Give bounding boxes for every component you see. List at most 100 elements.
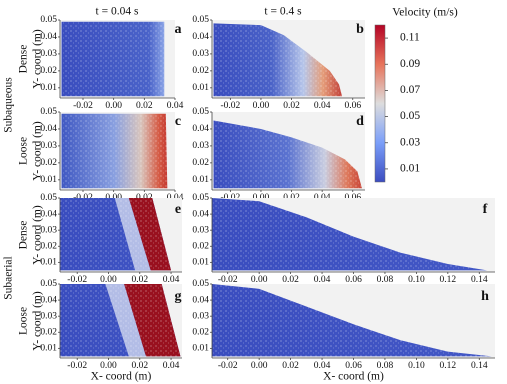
x-tick-label: -0.02	[218, 275, 238, 285]
y-tick-label: 0.01	[192, 258, 209, 268]
y-tick-label: 0.03	[40, 311, 57, 321]
row-label: Loose	[18, 307, 30, 335]
panel-letter: c	[175, 114, 181, 129]
x-tick-label: 0.10	[408, 275, 425, 285]
panel: -0.02 0.00 0.02 0.04 0.06 0.08 0.10 0.12 0.14 0.0…	[192, 193, 495, 285]
y-tick-label: 0.05	[192, 193, 209, 203]
x-tick-label: 0.04	[163, 275, 180, 285]
y-tick-label: 0.02	[40, 241, 57, 251]
panel: -0.020.000.020.040.060.010.020.030.040.0…	[192, 107, 365, 203]
x-tick-label: -0.02	[67, 361, 87, 371]
x-tick-label: -0.02	[220, 101, 240, 111]
x-tick-label: 0.06	[344, 101, 361, 111]
y-tick-label: 0.05	[40, 15, 57, 25]
y-tick-label: 0.03	[192, 225, 209, 235]
colorbar-tick-label: 0.03	[400, 136, 420, 148]
x-tick-label: 0.08	[377, 275, 394, 285]
x-axis-label: X- coord (m)	[323, 371, 384, 383]
x-tick-label: 0.02	[282, 275, 299, 285]
x-tick-label: 0.00	[251, 361, 268, 371]
y-tick-label: 0.05	[192, 107, 209, 117]
panel-letter: h	[481, 289, 489, 304]
y-tick-label: 0.01	[192, 175, 209, 185]
x-tick-label: 0.00	[251, 275, 268, 285]
row-label: Loose	[18, 137, 30, 165]
x-tick-label: 0.00	[105, 101, 122, 111]
colorbar-tick-label: 0.09	[400, 58, 420, 70]
particle-texture	[212, 198, 488, 271]
y-tick-label: 0.01	[40, 258, 57, 268]
y-tick-label: 0.04	[192, 32, 209, 42]
x-tick-label: 0.02	[283, 101, 300, 111]
x-tick-label: 0.04	[314, 361, 331, 371]
x-tick-label: -0.02	[218, 361, 238, 371]
x-tick-label: 0.12	[440, 361, 457, 371]
panel-letter: f	[483, 202, 488, 217]
panel: -0.020.000.020.040.010.020.030.040.05Y- …	[32, 107, 184, 203]
particle-texture	[60, 284, 181, 357]
y-tick-label: 0.03	[40, 225, 57, 235]
colorbar-tick-label: 0.07	[400, 84, 420, 96]
y-tick-label: 0.02	[40, 327, 57, 337]
y-tick-label: 0.03	[40, 49, 57, 59]
panel-letter: a	[175, 22, 182, 37]
y-tick-label: 0.02	[40, 66, 57, 76]
column-title: t = 0.04 s	[96, 6, 139, 18]
column-title: t = 0.4 s	[264, 6, 302, 18]
y-tick-label: 0.04	[192, 209, 209, 219]
y-tick-label: 0.04	[40, 32, 57, 42]
x-tick-label: -0.02	[73, 101, 93, 111]
panel-letter: b	[356, 22, 364, 37]
x-tick-label: 0.06	[345, 361, 362, 371]
x-tick-label: 0.14	[471, 275, 488, 285]
x-tick-label: 0.10	[408, 361, 425, 371]
y-axis-label: Y- coord (m)	[32, 205, 44, 265]
row-label: Dense	[18, 45, 30, 74]
x-tick-label: 0.04	[314, 275, 331, 285]
y-tick-label: 0.03	[192, 49, 209, 59]
particle-texture	[61, 21, 165, 97]
y-tick-label: 0.01	[40, 344, 57, 354]
y-tick-label: 0.01	[40, 83, 57, 93]
y-tick-label: 0.01	[40, 175, 57, 185]
panel: -0.02 0.00 0.02 0.04 0.06 0.08 0.10 0.12 0.14 0.0…	[192, 279, 495, 383]
x-tick-label: 0.02	[131, 275, 148, 285]
y-tick-label: 0.05	[40, 107, 57, 117]
y-tick-label: 0.05	[192, 15, 209, 25]
x-axis-label: X- coord (m)	[91, 371, 152, 383]
colorbar-title: Velocity (m/s)	[392, 7, 458, 19]
y-tick-label: 0.02	[192, 327, 209, 337]
x-tick-label: 0.00	[100, 275, 117, 285]
y-tick-label: 0.04	[40, 124, 57, 134]
y-tick-label: 0.02	[40, 158, 57, 168]
y-tick-label: 0.04	[192, 124, 209, 134]
y-tick-label: 0.02	[192, 158, 209, 168]
y-tick-label: 0.03	[40, 141, 57, 151]
y-tick-label: 0.02	[192, 241, 209, 251]
y-tick-label: 0.03	[192, 311, 209, 321]
colorbar	[374, 24, 386, 183]
x-tick-label: 0.02	[282, 361, 299, 371]
y-tick-label: 0.01	[192, 83, 209, 93]
panel-letter: e	[175, 202, 181, 217]
x-tick-label: 0.14	[471, 361, 488, 371]
y-tick-label: 0.05	[40, 279, 57, 289]
y-tick-label: 0.03	[192, 141, 209, 151]
y-axis-label: Y- coord (m)	[32, 291, 44, 351]
x-tick-label: -0.02	[67, 275, 87, 285]
y-tick-label: 0.04	[40, 209, 57, 219]
y-axis-label: Y- coord (m)	[32, 121, 44, 181]
colorbar-tick-label: 0.05	[400, 110, 420, 122]
x-tick-label: 0.12	[440, 275, 457, 285]
x-tick-label: 0.00	[100, 361, 117, 371]
y-tick-label: 0.01	[192, 344, 209, 354]
x-tick-label: 0.04	[314, 101, 331, 111]
colorbar-tick-label: 0.01	[400, 163, 420, 175]
x-tick-label: 0.02	[136, 101, 153, 111]
particle-texture	[212, 284, 492, 357]
